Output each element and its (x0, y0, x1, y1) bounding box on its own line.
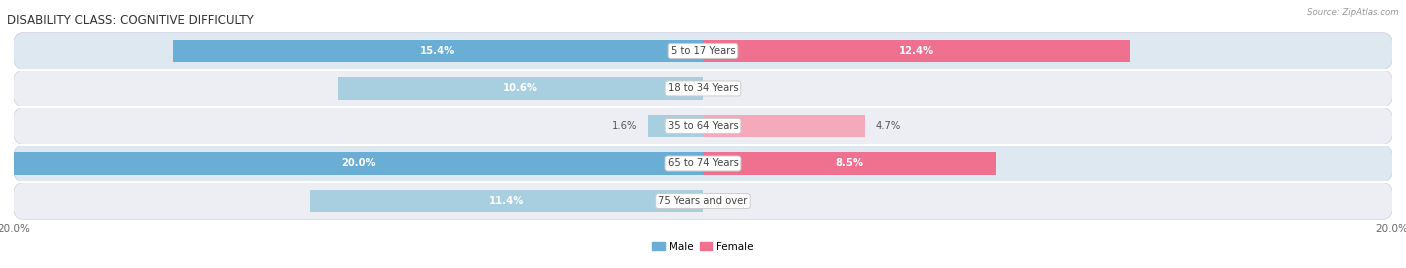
Bar (648, 115, 703, 137)
FancyBboxPatch shape (14, 182, 1392, 220)
Text: 4.7%: 4.7% (875, 121, 900, 131)
Text: 1.6%: 1.6% (612, 121, 637, 131)
Bar (703, 115, 865, 137)
Text: 8.5%: 8.5% (835, 158, 863, 169)
Text: 15.4%: 15.4% (420, 46, 456, 56)
Text: 18 to 34 Years: 18 to 34 Years (668, 83, 738, 94)
Text: 35 to 64 Years: 35 to 64 Years (668, 121, 738, 131)
Text: Source: ZipAtlas.com: Source: ZipAtlas.com (1308, 8, 1399, 17)
Bar (703, 40, 1130, 62)
Bar (173, 40, 703, 62)
FancyBboxPatch shape (14, 107, 1392, 145)
Text: 65 to 74 Years: 65 to 74 Years (668, 158, 738, 169)
Text: DISABILITY CLASS: COGNITIVE DIFFICULTY: DISABILITY CLASS: COGNITIVE DIFFICULTY (7, 14, 254, 27)
Text: 5 to 17 Years: 5 to 17 Years (671, 46, 735, 56)
Text: 11.4%: 11.4% (489, 196, 524, 206)
Text: 0.0%: 0.0% (713, 196, 738, 206)
Text: 75 Years and over: 75 Years and over (658, 196, 748, 206)
Text: 20.0%: 20.0% (342, 158, 375, 169)
Bar (14, 152, 703, 175)
Bar (703, 152, 995, 175)
Legend: Male, Female: Male, Female (648, 237, 758, 256)
Bar (311, 190, 703, 212)
FancyBboxPatch shape (14, 145, 1392, 182)
Text: 10.6%: 10.6% (503, 83, 538, 94)
Bar (337, 77, 703, 100)
FancyBboxPatch shape (14, 32, 1392, 70)
Text: 12.4%: 12.4% (898, 46, 934, 56)
Text: 0.0%: 0.0% (713, 83, 738, 94)
FancyBboxPatch shape (14, 70, 1392, 107)
